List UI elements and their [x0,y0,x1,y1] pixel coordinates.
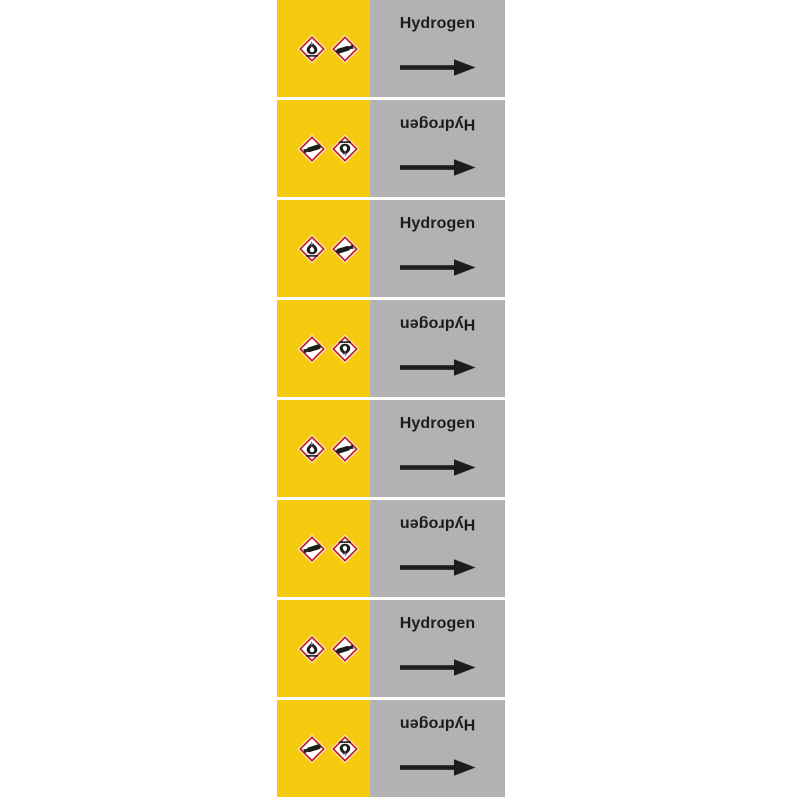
flame-pictogram-icon [330,334,360,363]
flow-arrow-wrap [370,359,505,376]
pipe-marker-band: Hydrogen [277,500,505,597]
substance-label: Hydrogen [399,15,476,32]
flow-arrow-wrap [370,259,505,276]
substance-label: Hydrogen [399,315,476,333]
flow-arrow-wrap [370,59,505,76]
flow-arrow-wrap [370,659,505,676]
pictogram-group [297,134,360,164]
pictogram-group [297,34,360,64]
label-arrow-section: Hydrogen [370,300,505,397]
label-arrow-section: Hydrogen [370,400,505,497]
pipe-marker-strip: Hydrogen [277,0,505,800]
flame-pictogram-icon [297,634,327,663]
label-arrow-section: Hydrogen [370,500,505,597]
label-arrow-section: Hydrogen [370,700,505,797]
flow-direction-arrow-icon [399,759,475,776]
flow-direction-arrow-icon [399,59,475,76]
hazard-pictogram-section [277,600,370,697]
label-arrow-section: Hydrogen [370,600,505,697]
label-arrow-section: Hydrogen [370,200,505,297]
gas-cylinder-pictogram-icon [297,734,327,763]
pictogram-group [297,734,360,764]
flow-direction-arrow-icon [399,559,475,576]
flow-direction-arrow-icon [399,159,475,176]
flame-pictogram-icon [330,534,360,563]
pipe-marker-band: Hydrogen [277,700,505,797]
flame-pictogram-icon [330,134,360,163]
flow-arrow-wrap [370,759,505,776]
flow-arrow-wrap [370,459,505,476]
hazard-pictogram-section [277,500,370,597]
hazard-pictogram-section [277,100,370,197]
hazard-pictogram-section [277,0,370,97]
flow-direction-arrow-icon [399,259,475,276]
hazard-pictogram-section [277,300,370,397]
flow-direction-arrow-icon [399,359,475,376]
pipe-marker-band: Hydrogen [277,0,505,97]
pipe-marker-band: Hydrogen [277,400,505,497]
flame-pictogram-icon [297,234,327,263]
pictogram-group [297,334,360,364]
flow-direction-arrow-icon [399,459,475,476]
pictogram-group [297,634,360,664]
flow-arrow-wrap [370,159,505,176]
pictogram-group [297,234,360,264]
pictogram-group [297,534,360,564]
hazard-pictogram-section [277,400,370,497]
gas-cylinder-pictogram-icon [330,634,360,663]
substance-label: Hydrogen [399,715,476,733]
flow-arrow-wrap [370,559,505,576]
flow-direction-arrow-icon [399,659,475,676]
label-arrow-section: Hydrogen [370,0,505,97]
pipe-marker-band: Hydrogen [277,300,505,397]
gas-cylinder-pictogram-icon [297,334,327,363]
hazard-pictogram-section [277,700,370,797]
hazard-pictogram-section [277,200,370,297]
substance-label: Hydrogen [399,615,476,632]
pipe-marker-band: Hydrogen [277,200,505,297]
pipe-marker-band: Hydrogen [277,600,505,697]
substance-label: Hydrogen [399,215,476,232]
pictogram-group [297,434,360,464]
substance-label: Hydrogen [399,115,476,133]
label-arrow-section: Hydrogen [370,100,505,197]
flame-pictogram-icon [297,34,327,63]
gas-cylinder-pictogram-icon [297,534,327,563]
pipe-marker-band: Hydrogen [277,100,505,197]
flame-pictogram-icon [297,434,327,463]
flame-pictogram-icon [330,734,360,763]
gas-cylinder-pictogram-icon [297,134,327,163]
gas-cylinder-pictogram-icon [330,234,360,263]
gas-cylinder-pictogram-icon [330,434,360,463]
gas-cylinder-pictogram-icon [330,34,360,63]
substance-label: Hydrogen [399,415,476,432]
substance-label: Hydrogen [399,515,476,533]
